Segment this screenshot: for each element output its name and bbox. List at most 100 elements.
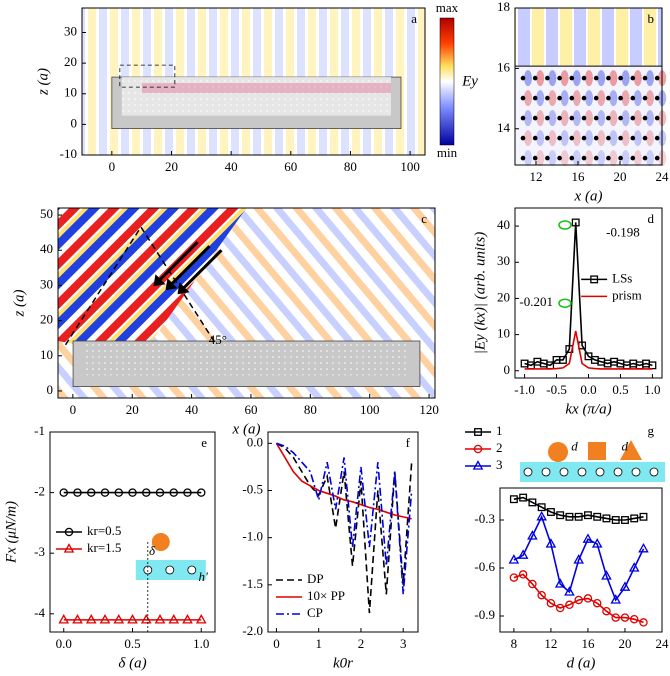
scatterer — [557, 155, 562, 161]
data-point — [519, 493, 528, 502]
field-lobe — [572, 70, 581, 87]
field-lobe — [597, 130, 606, 147]
data-point — [574, 512, 583, 521]
x-tick-label: 20 — [165, 159, 178, 174]
legend-marker — [64, 527, 74, 537]
data-point — [638, 542, 649, 553]
scatterer — [557, 95, 562, 101]
legend-label: DP — [307, 571, 324, 586]
field-lobe — [560, 70, 569, 87]
scatterer — [559, 467, 569, 477]
legend-label: CP — [307, 605, 323, 620]
scatterer — [545, 115, 550, 121]
field-lobe — [633, 130, 642, 147]
scatterer — [618, 135, 623, 141]
x-tick-label: 0.0 — [580, 382, 596, 397]
scatterer — [545, 95, 550, 101]
x-axis-label: k0r — [333, 655, 353, 671]
data-point — [155, 488, 165, 497]
field-lobe — [572, 110, 581, 127]
series-line — [276, 442, 413, 595]
scatterer — [649, 467, 659, 477]
y-tick-label: 14 — [497, 120, 511, 135]
data-point — [518, 570, 528, 579]
axes-frame — [57, 207, 436, 399]
scatterer — [642, 115, 648, 121]
scatterer — [631, 467, 641, 477]
field-lobe — [621, 90, 630, 107]
data-point — [591, 538, 603, 548]
data-point — [639, 512, 648, 521]
scatterer — [545, 155, 550, 161]
y-tick-label: -10 — [60, 146, 77, 161]
particle — [548, 442, 568, 462]
panel-label: e — [201, 435, 207, 450]
x-tick-label: 60 — [284, 159, 297, 174]
y-tick-label: 0 — [504, 362, 511, 377]
scatterer — [532, 155, 538, 161]
scatterer — [642, 155, 648, 161]
field-lobe — [548, 70, 557, 87]
data-point — [537, 590, 546, 600]
x-tick-label: 0.5 — [612, 382, 628, 397]
legend-label: 10× PP — [307, 588, 345, 603]
arrow-head — [177, 282, 190, 295]
scatterer — [569, 135, 575, 141]
data-point — [611, 516, 620, 524]
annotation: d — [571, 439, 578, 454]
data-point — [509, 495, 518, 504]
x-tick-label: 1 — [315, 636, 322, 651]
axes-frame — [499, 487, 663, 633]
data-point — [182, 614, 193, 624]
field-lobe — [524, 150, 532, 167]
y-tick-label: -1.0 — [242, 529, 263, 544]
axes-frame — [81, 7, 426, 156]
y-tick-label: -1 — [34, 423, 45, 438]
y-tick-label: 0.0 — [247, 434, 263, 449]
field-lobe — [524, 110, 532, 127]
annotation: 45° — [209, 332, 227, 347]
field-lobe — [524, 70, 532, 87]
scatterer — [606, 115, 611, 121]
field-lobe — [646, 130, 654, 147]
x-tick-label: 80 — [304, 402, 317, 417]
scatterer — [520, 75, 526, 81]
field-lobe — [536, 110, 545, 127]
y-axis-label: z (a) — [11, 289, 27, 317]
scatterer — [581, 95, 587, 101]
data-point — [556, 511, 565, 520]
x-axis-label: x (a) — [574, 188, 603, 204]
field-lobe — [621, 70, 630, 87]
panel-label: b — [648, 11, 655, 26]
panel-label: d — [648, 211, 655, 226]
data-point — [564, 586, 575, 596]
beam-arrow — [158, 241, 199, 282]
field-lobe — [585, 150, 593, 167]
x-tick-label: 16 — [572, 169, 586, 184]
y-tick-label: 20 — [40, 312, 53, 327]
scatterer — [165, 565, 175, 575]
data-point — [546, 508, 555, 516]
particle — [588, 442, 606, 460]
x-tick-label: 2 — [358, 636, 365, 651]
field-lobe — [560, 90, 569, 107]
scatterer — [606, 135, 611, 141]
y-tick-label: 16 — [497, 59, 511, 74]
field-lobe — [597, 70, 606, 87]
x-tick-label: 80 — [344, 159, 357, 174]
colorbar-max: max — [436, 0, 459, 15]
x-tick-label: 24 — [656, 636, 670, 651]
data-point — [574, 595, 583, 605]
data-point — [58, 614, 70, 624]
data-point — [128, 488, 137, 497]
x-tick-label: 1.0 — [193, 636, 209, 651]
x-tick-label: 0 — [109, 159, 116, 174]
scatterer — [613, 467, 623, 477]
x-axis-label: x (a) — [232, 421, 261, 437]
scatterer — [520, 115, 526, 121]
legend-marker — [473, 444, 483, 454]
panel-label: f — [406, 435, 411, 450]
data-point — [554, 578, 566, 588]
scatterer — [606, 155, 611, 161]
field-lobe — [524, 90, 532, 107]
